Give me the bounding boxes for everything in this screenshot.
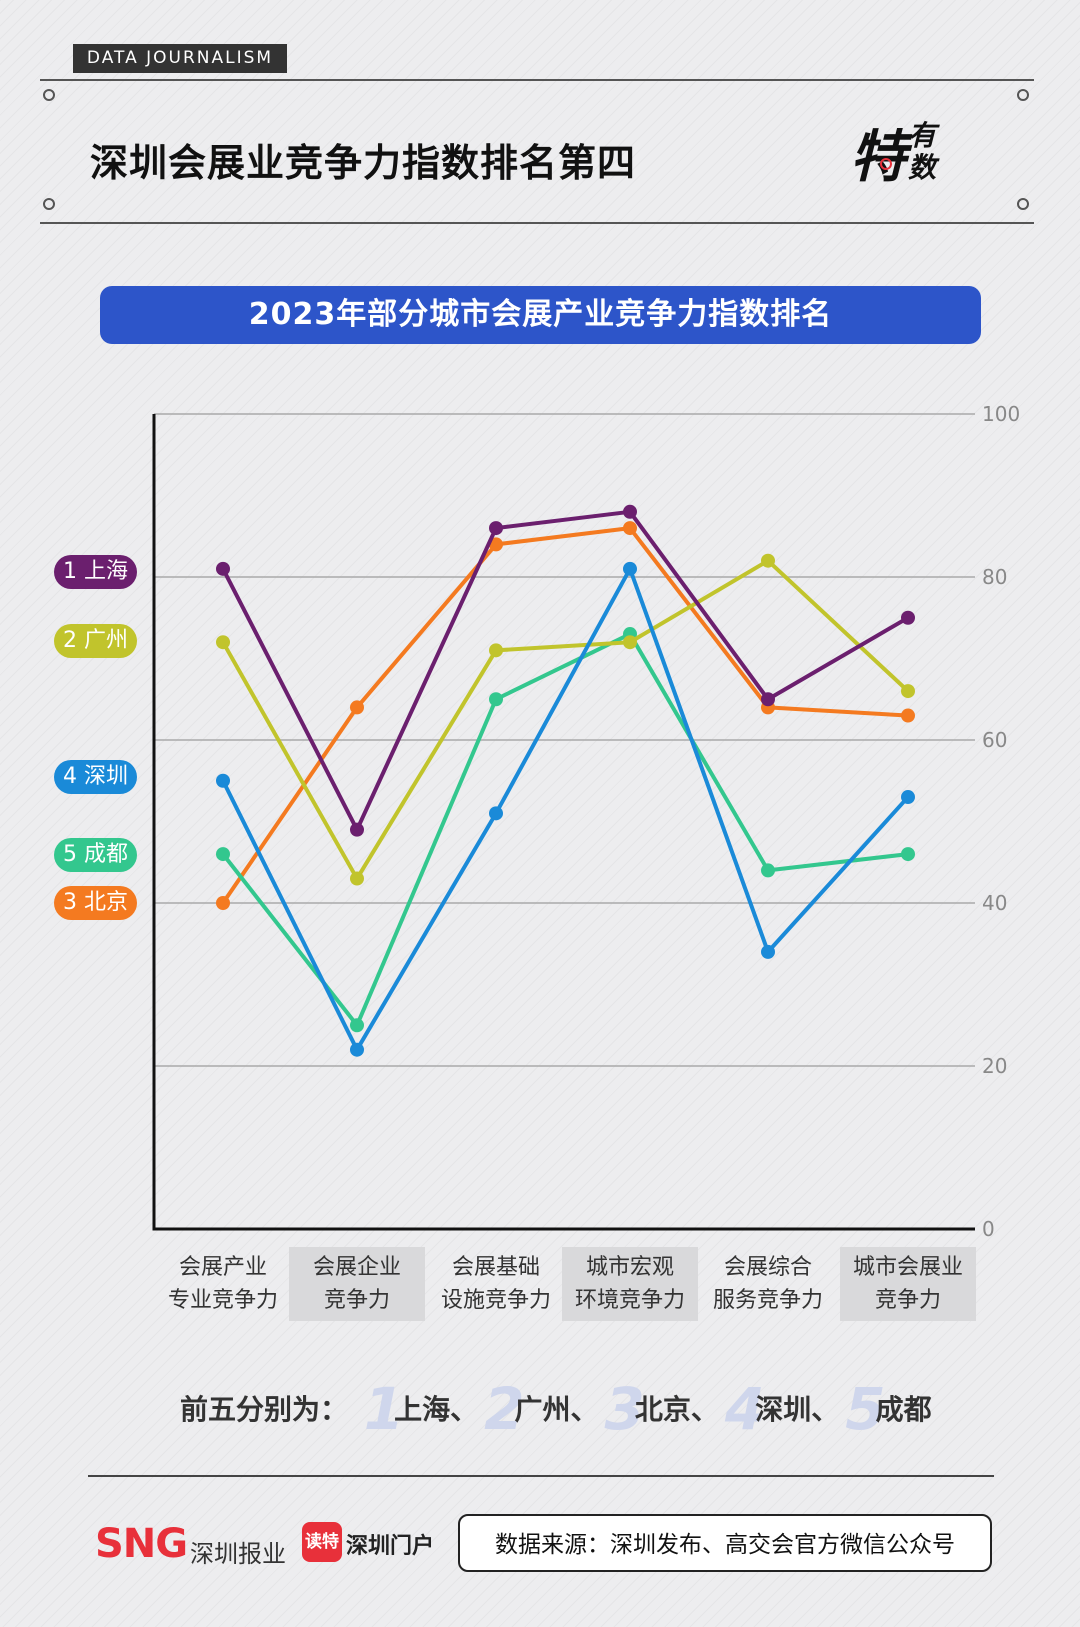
data-point-深圳 [216, 773, 230, 788]
rank-badge: 5 成都 [54, 838, 137, 872]
rank-city: 广州、 [514, 1393, 599, 1426]
data-point-广州 [901, 684, 915, 699]
data-point-成都 [901, 847, 915, 862]
y-tick-label: 20 [982, 1054, 1007, 1078]
duto-logo: 读特 [302, 1522, 342, 1562]
data-journalism-tag: DATA JOURNALISM [73, 44, 287, 73]
duto-logo-text: 深圳门户 [346, 1534, 435, 1559]
series-line-北京 [221, 526, 909, 905]
data-point-成都 [489, 692, 503, 707]
corner-dot [1017, 198, 1029, 210]
data-point-深圳 [623, 561, 637, 576]
top-five-summary: 前五分别为： 1上海、 2广州、 3北京、 4深圳、 5成都 [180, 1375, 932, 1443]
rank-number: 1 [363, 1375, 405, 1443]
data-point-深圳 [489, 806, 503, 821]
data-point-深圳 [901, 790, 915, 805]
y-tick-label: 80 [982, 565, 1007, 589]
series-line-上海 [221, 509, 910, 832]
data-point-深圳 [350, 1042, 364, 1057]
category-label: 会展企业 竞争力 [289, 1247, 425, 1321]
data-point-北京 [216, 896, 230, 910]
data-point-成都 [350, 1018, 364, 1033]
line-chart: 0 20 40 60 80 100 [152, 402, 1020, 1241]
page-title: 深圳会展业竞争力指数排名第四 [90, 141, 637, 185]
rank-badge: 2 广州 [54, 624, 137, 658]
rank-badge: 1 上海 [54, 555, 137, 589]
series-line-广州 [221, 558, 910, 881]
rank-badge: 3 北京 [54, 886, 137, 920]
data-point-上海 [350, 822, 364, 837]
data-point-成都 [761, 863, 775, 878]
data-point-上海 [901, 610, 915, 625]
data-point-深圳 [761, 944, 775, 959]
footer-rule [88, 1475, 994, 1477]
data-source: 数据来源：深圳发布、高交会官方微信公众号 [458, 1514, 992, 1572]
category-label: 会展综合 服务竞争力 [712, 1255, 823, 1313]
rank-city: 上海、 [394, 1393, 479, 1426]
corner-dot [1017, 89, 1029, 101]
y-tick-label: 60 [982, 728, 1007, 752]
data-point-广州 [761, 553, 775, 568]
rank-number: 2 [484, 1375, 525, 1443]
y-tick-label: 100 [982, 402, 1020, 426]
data-point-广州 [623, 635, 637, 650]
sng-logo-text: 深圳报业 [190, 1540, 286, 1568]
top-rule [40, 79, 1034, 81]
category-label: 城市会展业 竞争力 [840, 1247, 976, 1321]
rank-number: 4 [724, 1375, 766, 1443]
data-point-上海 [623, 504, 637, 519]
data-point-北京 [623, 521, 637, 536]
header-bottom-rule [40, 222, 1034, 224]
corner-dot [43, 198, 55, 210]
y-tick-label: 0 [982, 1217, 995, 1241]
data-point-广州 [489, 643, 503, 658]
magnifier-icon [880, 158, 892, 170]
category-label: 会展产业 专业竞争力 [167, 1255, 278, 1313]
y-tick-label: 40 [982, 891, 1007, 915]
series-line-成都 [221, 632, 909, 1028]
data-point-广州 [216, 635, 230, 650]
data-point-上海 [489, 521, 503, 536]
rank-city: 成都 [875, 1393, 932, 1426]
rank-city: 北京、 [634, 1393, 719, 1426]
rank-badge: 4 深圳 [54, 760, 137, 794]
corner-dot [43, 89, 55, 101]
data-point-广州 [350, 871, 364, 886]
data-point-上海 [216, 561, 230, 576]
brand-logo: 特 有 数 [850, 119, 937, 190]
data-point-北京 [350, 700, 364, 715]
data-point-北京 [901, 708, 915, 723]
data-point-成都 [216, 847, 230, 862]
data-point-北京 [489, 537, 503, 552]
chart-banner-title: 2023年部分城市会展产业竞争力指数排名 [100, 286, 981, 344]
category-label: 会展基础 设施竞争力 [440, 1255, 551, 1313]
rank-number: 3 [604, 1375, 645, 1443]
series-line-深圳 [221, 566, 910, 1052]
category-label: 城市宏观 环境竞争力 [562, 1247, 698, 1321]
data-point-上海 [761, 692, 775, 707]
rank-number: 5 [845, 1375, 886, 1443]
sng-logo: SNG [95, 1521, 188, 1567]
summary-prefix: 前五分别为： [180, 1393, 349, 1426]
rank-city: 深圳、 [755, 1393, 840, 1426]
